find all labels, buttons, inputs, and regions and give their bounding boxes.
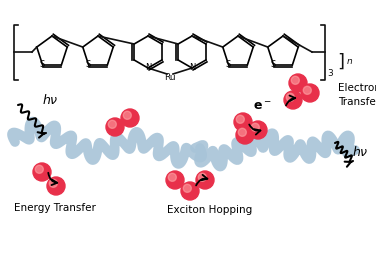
Circle shape xyxy=(238,128,246,136)
Text: h$\nu$: h$\nu$ xyxy=(352,145,368,159)
Text: n: n xyxy=(347,58,353,66)
Circle shape xyxy=(284,91,302,109)
Text: S: S xyxy=(226,60,231,69)
Circle shape xyxy=(33,163,51,181)
Text: N: N xyxy=(189,63,195,73)
Text: Ru: Ru xyxy=(164,73,176,83)
Text: S: S xyxy=(86,60,91,69)
Text: Electron
Transfer: Electron Transfer xyxy=(338,83,376,107)
Circle shape xyxy=(166,171,184,189)
Circle shape xyxy=(49,179,58,187)
Circle shape xyxy=(251,123,259,131)
Circle shape xyxy=(236,115,244,123)
Text: N: N xyxy=(145,63,151,73)
Circle shape xyxy=(35,165,43,173)
Text: e$^-$: e$^-$ xyxy=(253,100,271,113)
Text: Energy Transfer: Energy Transfer xyxy=(14,203,96,213)
Circle shape xyxy=(47,177,65,195)
Text: h$\nu$: h$\nu$ xyxy=(42,93,58,107)
Circle shape xyxy=(123,111,131,119)
Circle shape xyxy=(301,84,319,102)
Circle shape xyxy=(198,173,206,181)
Circle shape xyxy=(106,118,124,136)
Circle shape xyxy=(121,109,139,127)
Circle shape xyxy=(236,126,254,144)
Text: S: S xyxy=(40,60,45,69)
Circle shape xyxy=(234,113,252,131)
Circle shape xyxy=(181,182,199,200)
Circle shape xyxy=(286,93,294,101)
Circle shape xyxy=(183,184,191,192)
Circle shape xyxy=(168,173,176,181)
Circle shape xyxy=(289,74,307,92)
Circle shape xyxy=(196,171,214,189)
Text: Exciton Hopping: Exciton Hopping xyxy=(167,205,253,215)
Circle shape xyxy=(249,121,267,139)
Text: 3: 3 xyxy=(327,69,333,79)
Circle shape xyxy=(303,86,311,94)
Circle shape xyxy=(291,76,299,84)
Text: ]: ] xyxy=(337,53,344,71)
Text: S: S xyxy=(271,60,276,69)
Circle shape xyxy=(108,120,116,128)
